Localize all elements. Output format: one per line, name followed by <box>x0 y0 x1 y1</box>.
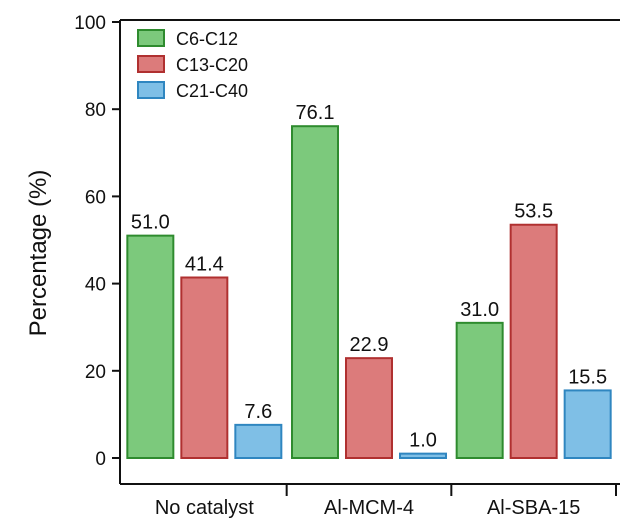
y-tick-label: 0 <box>95 449 106 470</box>
y-tick-label: 20 <box>85 362 106 383</box>
data-label: 53.5 <box>514 201 553 223</box>
x-tick-label: Al-MCM-4 <box>324 497 414 519</box>
legend-swatch <box>137 81 165 99</box>
legend-label: C21-C40 <box>176 81 248 101</box>
bar-c21-c40 <box>563 389 612 460</box>
data-label: 15.5 <box>568 366 607 388</box>
plot-area: 0 20 40 60 80 100 No catalyst Al-MCM-4 Al-SBA-15 <box>74 13 620 519</box>
bar-c6-c12 <box>126 234 175 459</box>
legend-label: C6-C12 <box>176 29 238 49</box>
data-label: 22.9 <box>350 334 389 356</box>
bar-c6-c12 <box>291 125 339 459</box>
bar-c13-c20 <box>345 357 393 460</box>
x-tick-label: Al-SBA-15 <box>487 497 580 519</box>
data-label: 51.0 <box>131 212 170 234</box>
y-tick-label: 60 <box>85 187 106 208</box>
data-labels: 51.0 41.4 7.6 76.1 22.9 1.0 31.0 53.5 15.5 <box>131 102 607 451</box>
bar-c6-c12 <box>455 321 504 459</box>
bar-c21-c40 <box>399 452 447 460</box>
data-label: 1.0 <box>409 430 437 452</box>
y-tick-label: 80 <box>85 100 106 121</box>
y-tick-label: 40 <box>85 275 106 296</box>
y-tick-label: 100 <box>74 13 106 34</box>
bar-c21-c40 <box>234 423 283 460</box>
data-label: 41.4 <box>185 253 224 275</box>
bar-c13-c20 <box>509 223 558 459</box>
x-tick-label: No catalyst <box>155 497 254 519</box>
legend-swatch <box>137 29 165 47</box>
y-axis-label: Percentage (%) <box>25 170 52 337</box>
legend: C6-C12 C13-C20 C21-C40 <box>137 29 248 101</box>
bars <box>126 125 612 460</box>
data-label: 31.0 <box>460 299 499 321</box>
data-label: 7.6 <box>244 401 272 423</box>
data-label: 76.1 <box>296 102 335 124</box>
legend-label: C13-C20 <box>176 55 248 75</box>
legend-swatch <box>137 55 165 73</box>
bar-c13-c20 <box>180 276 229 459</box>
